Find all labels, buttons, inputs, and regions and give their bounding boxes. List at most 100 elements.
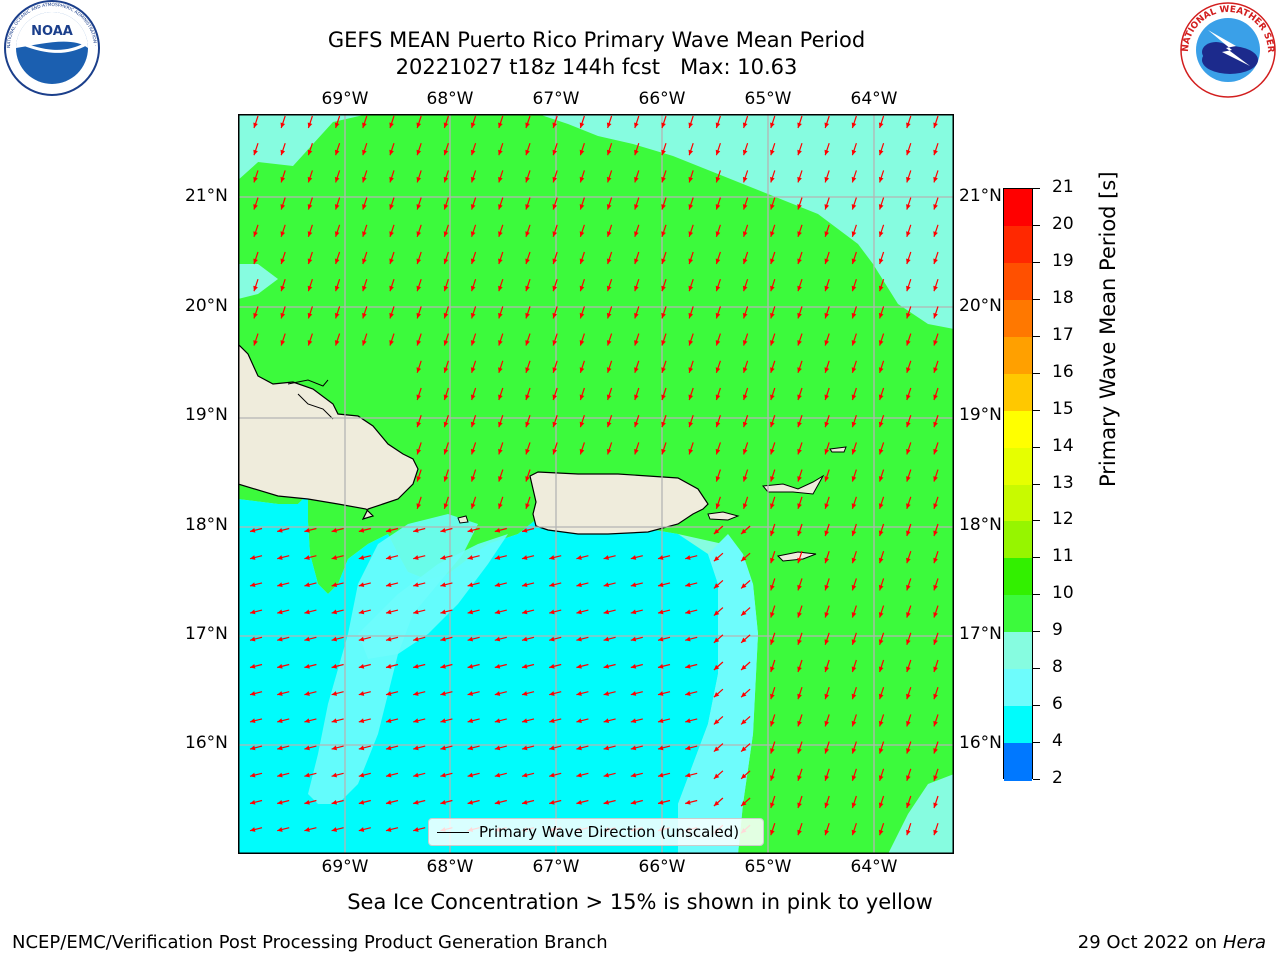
wave-arrow-head bbox=[824, 149, 830, 156]
wave-arrow-head bbox=[797, 367, 802, 373]
wave-arrow-head bbox=[715, 312, 721, 319]
wave-arrow-head bbox=[331, 555, 338, 560]
wave-arrow-head bbox=[797, 285, 802, 292]
wave-arrow-head bbox=[933, 149, 938, 156]
wave-arrow-head bbox=[630, 799, 637, 805]
wave-arrow-head bbox=[498, 149, 503, 156]
wave-arrow-head bbox=[467, 718, 474, 724]
wave-arrow-head bbox=[331, 691, 338, 696]
wave-arrow-head bbox=[253, 204, 258, 210]
wave-arrow-head bbox=[906, 204, 911, 210]
wave-arrow-head bbox=[606, 340, 612, 346]
wave-arrow-head bbox=[304, 745, 310, 751]
wave-arrow-head bbox=[334, 231, 340, 237]
colorbar bbox=[1003, 188, 1033, 781]
wave-arrow-head bbox=[770, 476, 775, 482]
wave-arrow-head bbox=[661, 340, 666, 346]
wave-arrow-head bbox=[552, 231, 558, 237]
wave-arrow-head bbox=[250, 745, 256, 751]
colorbar-tick-label: 21 bbox=[1052, 177, 1074, 197]
wave-arrow-head bbox=[522, 745, 528, 751]
wave-arrow-head bbox=[470, 421, 476, 428]
wave-arrow-head bbox=[494, 527, 501, 533]
wave-arrow-head bbox=[579, 340, 585, 346]
wave-arrow-head bbox=[307, 285, 313, 292]
puerto-rico-land bbox=[529, 471, 709, 535]
wave-arrow-head bbox=[851, 639, 857, 645]
colorbar-segment bbox=[1004, 558, 1032, 596]
wave-arrow-head bbox=[443, 231, 449, 237]
wave-arrow-head bbox=[552, 149, 558, 156]
wave-arrow-head bbox=[440, 772, 446, 778]
wave-arrow-head bbox=[304, 799, 310, 805]
wave-arrow-head bbox=[413, 636, 419, 642]
wave-arrow-head bbox=[770, 204, 775, 210]
wave-arrow-head bbox=[661, 448, 666, 455]
wave-arrow-head bbox=[304, 691, 310, 696]
wave-arrow-head bbox=[603, 582, 610, 588]
wave-arrow-head bbox=[358, 827, 365, 832]
wave-arrow-head bbox=[250, 799, 256, 805]
wave-arrow-head bbox=[742, 503, 748, 509]
wave-arrow-head bbox=[307, 258, 313, 264]
wave-arrow-head bbox=[416, 340, 422, 346]
wave-arrow-head bbox=[413, 691, 419, 696]
wave-arrow-head bbox=[576, 718, 582, 724]
wave-arrow-head bbox=[770, 639, 775, 645]
wave-arrow-head bbox=[389, 312, 394, 319]
colorbar-tick-mark bbox=[1033, 335, 1040, 337]
wave-arrow-head bbox=[878, 285, 884, 292]
wave-arrow-head bbox=[770, 421, 775, 428]
wave-arrow-head bbox=[443, 285, 449, 292]
wave-arrow-head bbox=[362, 122, 367, 128]
wave-arrow-head bbox=[549, 555, 555, 560]
wave-arrow-head bbox=[634, 204, 639, 210]
wave-arrow-head bbox=[389, 231, 394, 237]
wave-arrow-head bbox=[797, 530, 802, 536]
wave-arrow-head bbox=[658, 691, 664, 696]
colorbar-tick-mark bbox=[1033, 668, 1040, 670]
wave-arrow-head bbox=[715, 394, 721, 400]
wave-arrow-head bbox=[770, 612, 775, 618]
wave-arrow-head bbox=[579, 421, 585, 428]
wave-arrow-head bbox=[277, 827, 283, 832]
lon-label-top-64: 64°W bbox=[850, 89, 898, 109]
wave-arrow-head bbox=[878, 231, 884, 237]
wave-arrow-head bbox=[797, 340, 802, 346]
wave-arrow-head bbox=[277, 772, 283, 778]
wave-arrow-head bbox=[250, 636, 256, 642]
wave-arrow-head bbox=[906, 802, 911, 808]
wave-arrow-head bbox=[331, 745, 338, 751]
wave-arrow-head bbox=[443, 503, 449, 509]
wave-arrow-head bbox=[742, 204, 748, 210]
colorbar-tick-label: 12 bbox=[1052, 509, 1074, 530]
wave-arrow-head bbox=[440, 799, 446, 805]
wave-arrow-head bbox=[603, 718, 610, 724]
wave-arrow-head bbox=[630, 718, 637, 724]
colorbar-tick-mark bbox=[1033, 298, 1040, 300]
wave-arrow-head bbox=[525, 340, 530, 346]
colorbar-segment bbox=[1004, 336, 1032, 375]
wave-arrow-head bbox=[851, 448, 857, 455]
branch-credit: NCEP/EMC/Verification Post Processing Pr… bbox=[12, 932, 608, 953]
wave-arrow-head bbox=[603, 799, 610, 805]
wave-arrow-head bbox=[878, 530, 884, 536]
wave-arrow-head bbox=[253, 122, 258, 128]
wave-arrow-head bbox=[933, 340, 938, 346]
wave-arrow-head bbox=[576, 609, 582, 615]
colorbar-segment bbox=[1004, 484, 1032, 522]
wave-arrow-head bbox=[770, 448, 775, 455]
wave-arrow-head bbox=[661, 312, 666, 319]
wave-arrow-head bbox=[334, 122, 340, 128]
wave-arrow-head bbox=[630, 609, 637, 615]
wave-arrow-head bbox=[713, 556, 720, 562]
wave-arrow-head bbox=[715, 476, 721, 482]
wave-arrow-head bbox=[685, 555, 691, 560]
wave-arrow-head bbox=[470, 204, 476, 210]
wave-arrow-head bbox=[416, 285, 422, 292]
lat-label-left-17: 17°N bbox=[185, 624, 228, 644]
wave-arrow-head bbox=[906, 666, 911, 672]
wave-arrow-head bbox=[906, 693, 911, 700]
legend-line-sample bbox=[437, 832, 469, 833]
wave-arrow-head bbox=[443, 448, 449, 455]
